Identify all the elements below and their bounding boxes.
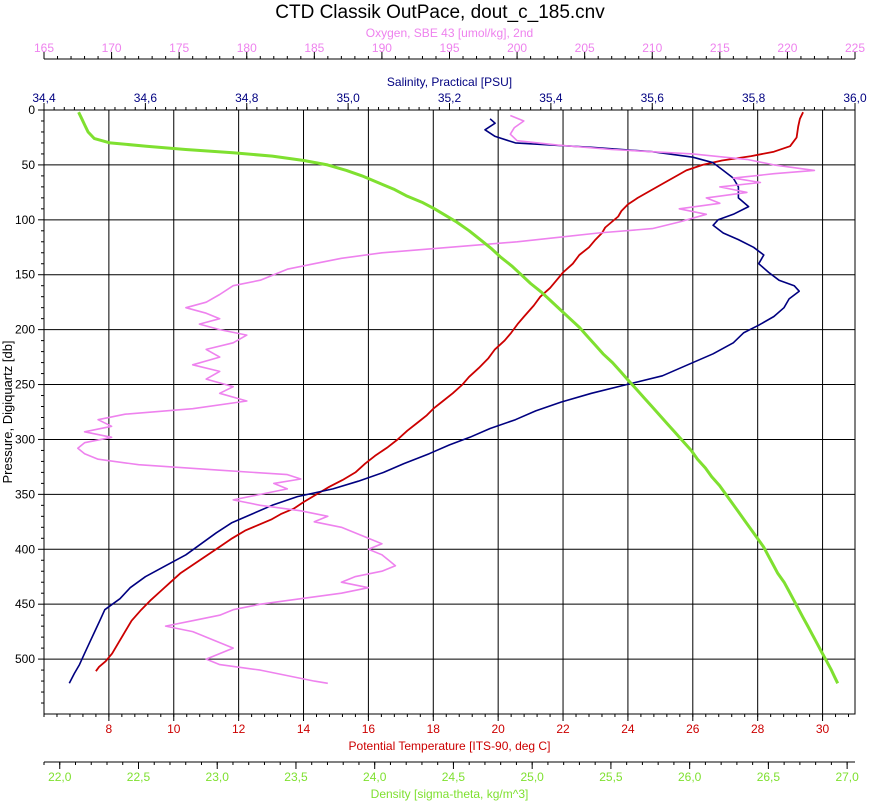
series-layer — [68, 111, 840, 685]
density-tick-label: 27,0 — [835, 770, 859, 784]
oxygen-tick-label: 225 — [845, 41, 865, 55]
y-tick-label: 100 — [15, 213, 35, 227]
oxygen-axis-title: Oxygen, SBE 43 [umol/kg], 2nd — [366, 26, 533, 40]
density-tick-label: 23,0 — [206, 770, 230, 784]
density-tick-label: 24,0 — [363, 770, 387, 784]
axes-layer: 0 50 100 150 200 250 300 350 400 450 500 Pressure, … — [0, 26, 867, 801]
salinity-tick-label: 34,4 — [32, 91, 56, 105]
series-line-density — [77, 111, 840, 684]
y-tick-label: 200 — [15, 323, 35, 337]
oxygen-tick-label: 185 — [304, 41, 324, 55]
y-axis-title: Pressure, Digiquartz [db] — [0, 340, 15, 483]
y-tick-label: 400 — [15, 542, 35, 556]
density-tick-label: 22,5 — [127, 770, 151, 784]
series-line-oxygen — [77, 114, 816, 685]
series-line-salinity — [68, 118, 800, 684]
y-tick-label: 250 — [15, 378, 35, 392]
density-tick-label: 26,0 — [678, 770, 702, 784]
salinity-tick-label: 35,6 — [641, 91, 665, 105]
y-tick-label: 150 — [15, 268, 35, 282]
temperature-tick-label: 30 — [816, 722, 830, 736]
salinity-tick-label: 34,8 — [235, 91, 259, 105]
density-tick-label: 22,0 — [48, 770, 72, 784]
salinity-tick-label: 35,0 — [336, 91, 360, 105]
oxygen-tick-label: 180 — [237, 41, 257, 55]
oxygen-tick-label: 215 — [710, 41, 730, 55]
density-tick-label: 26,5 — [757, 770, 781, 784]
temperature-tick-label: 20 — [491, 722, 505, 736]
temperature-tick-label: 26 — [686, 722, 700, 736]
temperature-axis-title: Potential Temperature [ITS-90, deg C] — [349, 739, 551, 753]
series-line-temperature — [95, 111, 804, 672]
oxygen-tick-label: 170 — [102, 41, 122, 55]
oxygen-tick-label: 195 — [439, 41, 459, 55]
temperature-tick-label: 12 — [232, 722, 246, 736]
density-tick-label: 24,5 — [442, 770, 466, 784]
y-tick-label: 0 — [28, 103, 35, 117]
oxygen-tick-label: 210 — [642, 41, 662, 55]
oxygen-tick-label: 175 — [169, 41, 189, 55]
salinity-tick-label: 35,4 — [539, 91, 563, 105]
y-tick-label: 500 — [15, 652, 35, 666]
temperature-tick-label: 28 — [751, 722, 765, 736]
temperature-tick-label: 10 — [167, 722, 181, 736]
temperature-tick-label: 24 — [621, 722, 635, 736]
salinity-tick-label: 35,8 — [742, 91, 766, 105]
y-tick-label: 50 — [22, 158, 36, 172]
temperature-tick-label: 18 — [427, 722, 441, 736]
oxygen-tick-label: 220 — [777, 41, 797, 55]
y-tick-label: 350 — [15, 487, 35, 501]
density-tick-label: 23,5 — [284, 770, 308, 784]
temperature-tick-label: 14 — [297, 722, 311, 736]
oxygen-tick-label: 190 — [372, 41, 392, 55]
density-tick-label: 25,5 — [599, 770, 623, 784]
oxygen-tick-label: 165 — [34, 41, 54, 55]
salinity-axis-title: Salinity, Practical [PSU] — [387, 75, 512, 89]
density-tick-label: 25,0 — [520, 770, 544, 784]
y-tick-label: 300 — [15, 432, 35, 446]
oxygen-tick-label: 200 — [507, 41, 527, 55]
oxygen-tick-label: 205 — [575, 41, 595, 55]
salinity-tick-label: 36,0 — [843, 91, 867, 105]
temperature-tick-label: 16 — [362, 722, 376, 736]
salinity-tick-label: 34,6 — [134, 91, 158, 105]
temperature-tick-label: 8 — [106, 722, 113, 736]
grid — [44, 110, 855, 714]
chart-title: CTD Classik OutPace, dout_c_185.cnv — [275, 2, 605, 23]
temperature-tick-label: 22 — [556, 722, 570, 736]
plot-frame — [43, 109, 856, 715]
density-axis-title: Density [sigma-theta, kg/m^3] — [371, 787, 529, 801]
y-tick-label: 450 — [15, 597, 35, 611]
salinity-tick-label: 35,2 — [438, 91, 462, 105]
